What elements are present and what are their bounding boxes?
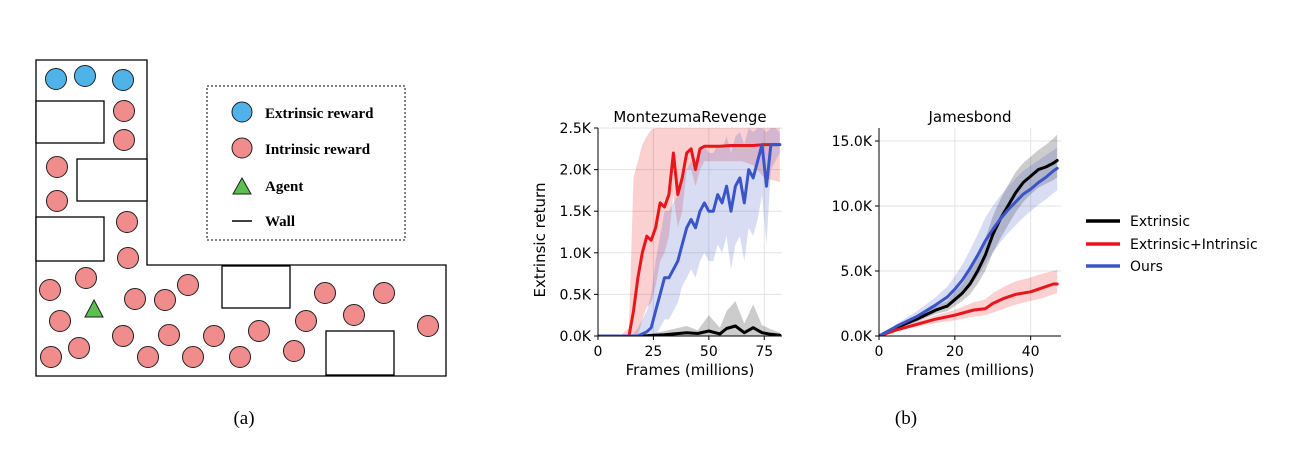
intrinsic-reward-circle	[343, 304, 365, 326]
intrinsic-reward-circle	[158, 324, 180, 346]
intrinsic-reward-circle	[203, 325, 225, 347]
legend-extrinsic-marker	[231, 101, 253, 123]
caption-b: (b)	[895, 408, 917, 429]
intrinsic-reward-circle	[177, 274, 199, 296]
x-axis-label: Frames (millions)	[626, 361, 755, 379]
y-tick-label: 10.0K	[832, 199, 873, 215]
line-extrinsic	[879, 159, 1059, 336]
y-tick-label: 0.0K	[560, 329, 592, 345]
chart-jamesbond: 0 20 40 0.0K 5.0K 10.0K 15.0K Jamesbond Frames (…	[832, 108, 1061, 379]
maze-wall-block	[325, 330, 395, 376]
intrinsic-reward-circles	[39, 100, 439, 368]
maze-wall-block	[35, 216, 105, 262]
panel-a	[35, 59, 447, 377]
intrinsic-reward-circle	[49, 310, 71, 332]
line-extrinsic-intrinsic	[598, 143, 782, 336]
intrinsic-reward-circle	[68, 337, 90, 359]
extrinsic-reward-circles	[45, 65, 134, 91]
intrinsic-reward-circle	[40, 346, 62, 368]
x-tick-label: 40	[1022, 344, 1040, 360]
line-ours	[598, 143, 782, 336]
maze-outer-wall	[35, 59, 447, 377]
intrinsic-reward-circle	[154, 289, 176, 311]
intrinsic-reward-circle	[113, 129, 135, 151]
intrinsic-reward-circle	[39, 279, 61, 301]
chart-montezuma: 0 25 50 75 0.0K 0.5K 1.0K 1.5K 2.0K 2.5K Montezuma…	[531, 108, 782, 379]
x-axis-label: Frames (millions)	[906, 361, 1035, 379]
chart-title: Jamesbond	[928, 108, 1012, 126]
legend-agent-label: Agent	[265, 179, 303, 195]
legend-wall-label: Wall	[265, 214, 295, 230]
chart-title: MontezumaRevenge	[613, 108, 766, 126]
legend-agent-marker	[232, 176, 252, 195]
legend-intrinsic-label: Intrinsic reward	[265, 142, 371, 158]
maze-wall-block	[221, 265, 291, 309]
intrinsic-reward-circle	[124, 288, 146, 310]
y-tick-label: 2.0K	[560, 163, 592, 179]
intrinsic-reward-circle	[75, 267, 97, 289]
extrinsic-reward-circle	[74, 65, 96, 87]
intrinsic-reward-circle	[373, 282, 395, 304]
series-legend: Extrinsic Extrinsic+Intrinsic Ours	[1086, 214, 1258, 275]
band-ours	[879, 147, 1058, 336]
intrinsic-reward-circle	[229, 346, 251, 368]
intrinsic-reward-circle	[182, 346, 204, 368]
band-extrinsic-intrinsic	[598, 128, 780, 336]
extrinsic-reward-circle	[112, 69, 134, 91]
band-ours	[598, 128, 780, 336]
legend-intrinsic-marker	[231, 137, 253, 159]
band-extrinsic	[598, 301, 780, 336]
band-extrinsic	[879, 134, 1058, 336]
intrinsic-reward-circle	[46, 156, 68, 178]
intrinsic-reward-circle	[314, 282, 336, 304]
intrinsic-reward-circle	[417, 315, 439, 337]
intrinsic-reward-circle	[283, 340, 305, 362]
maze-wall-block	[76, 158, 148, 202]
legend-extrinsic-label: Extrinsic reward	[265, 106, 374, 122]
y-tick-label: 2.5K	[560, 121, 592, 137]
legend-label-extrinsic: Extrinsic	[1130, 214, 1190, 230]
line-ours	[879, 166, 1059, 336]
y-tick-label: 1.5K	[560, 204, 592, 220]
y-tick-label: 0.5K	[560, 287, 592, 303]
intrinsic-reward-circle	[113, 100, 135, 122]
intrinsic-reward-circle	[248, 320, 270, 342]
x-tick-label: 75	[755, 344, 773, 360]
intrinsic-reward-circle	[295, 310, 317, 332]
band-extrinsic-intrinsic	[879, 269, 1058, 336]
caption-a: (a)	[233, 408, 254, 429]
y-tick-label: 0.0K	[841, 329, 873, 345]
y-tick-label: 5.0K	[841, 264, 873, 280]
legend-label-extrinsic-intrinsic: Extrinsic+Intrinsic	[1130, 237, 1258, 253]
x-tick-label: 0	[594, 344, 603, 360]
x-tick-label: 25	[645, 344, 663, 360]
legend-label-ours: Ours	[1130, 259, 1163, 275]
intrinsic-reward-circle	[116, 211, 138, 233]
maze-wall-block	[35, 100, 105, 144]
line-extrinsic-intrinsic	[879, 282, 1059, 336]
agent-triangle	[84, 298, 104, 318]
y-axis-label: Extrinsic return	[531, 183, 549, 298]
y-tick-label: 15.0K	[832, 134, 873, 150]
y-tick-label: 1.0K	[560, 246, 592, 262]
extrinsic-reward-circle	[45, 68, 67, 90]
intrinsic-reward-circle	[117, 247, 139, 269]
intrinsic-reward-circle	[137, 346, 159, 368]
maze-legend: Extrinsic reward Intrinsic reward Agent …	[206, 85, 406, 241]
x-tick-label: 20	[946, 344, 964, 360]
intrinsic-reward-circle	[46, 190, 68, 212]
x-tick-label: 50	[700, 344, 718, 360]
x-tick-label: 0	[875, 344, 884, 360]
intrinsic-reward-circle	[112, 325, 134, 347]
